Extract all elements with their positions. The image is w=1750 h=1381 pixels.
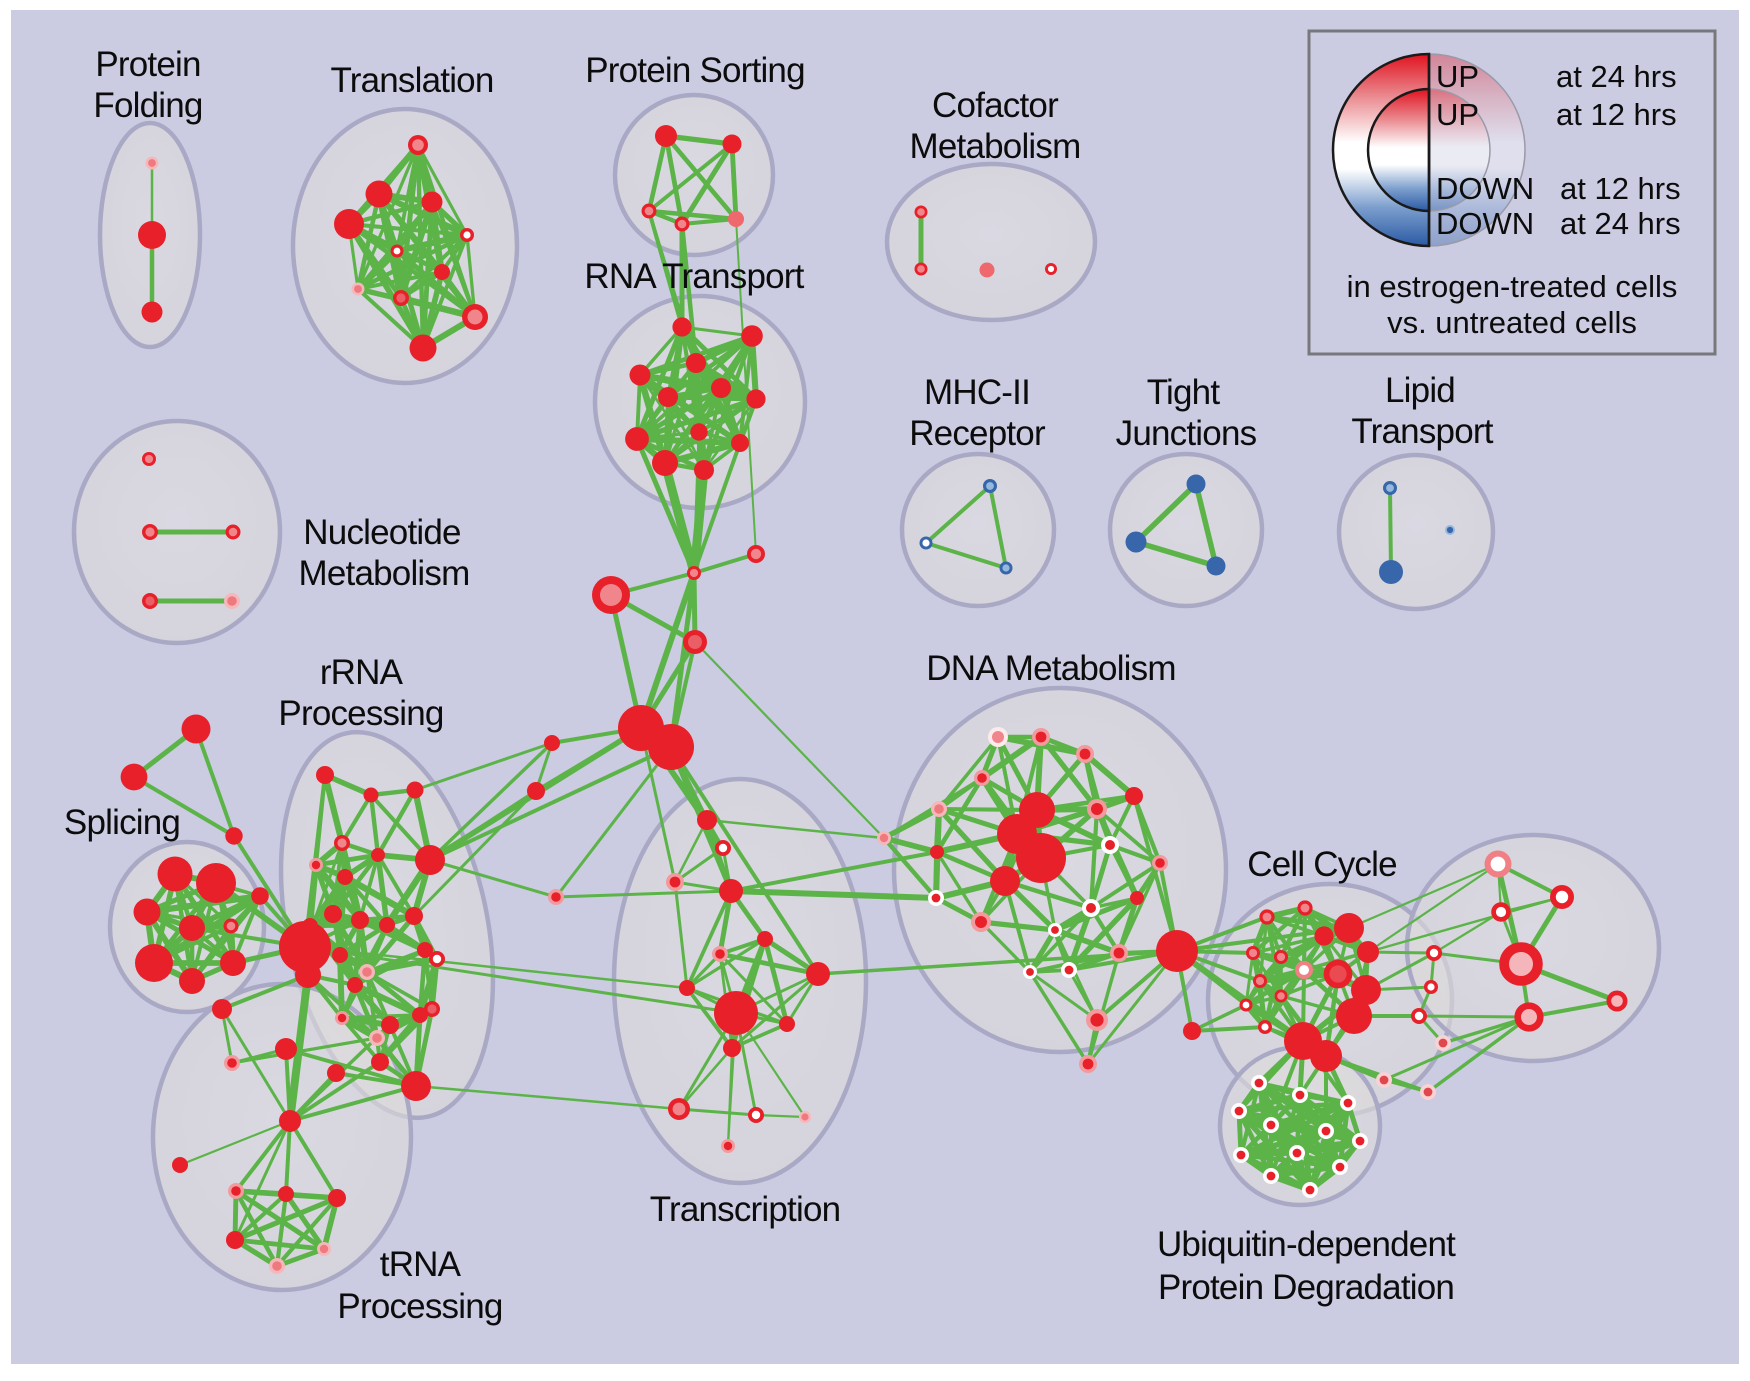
- svg-text:in estrogen-treated cells: in estrogen-treated cells: [1347, 269, 1678, 304]
- svg-text:tRNA: tRNA: [380, 1245, 462, 1284]
- svg-text:vs. untreated cells: vs. untreated cells: [1387, 305, 1637, 340]
- svg-text:RNA Transport: RNA Transport: [584, 257, 804, 296]
- svg-text:at 12 hrs: at 12 hrs: [1556, 97, 1677, 132]
- svg-text:Cofactor: Cofactor: [932, 86, 1059, 125]
- svg-text:UP: UP: [1436, 97, 1479, 132]
- svg-text:at 24 hrs: at 24 hrs: [1560, 206, 1681, 241]
- svg-text:DOWN: DOWN: [1436, 171, 1534, 206]
- svg-text:Receptor: Receptor: [909, 414, 1046, 453]
- svg-text:DNA Metabolism: DNA Metabolism: [926, 649, 1175, 688]
- svg-text:Transport: Transport: [1351, 412, 1493, 451]
- svg-text:rRNA: rRNA: [320, 653, 404, 692]
- svg-text:Protein: Protein: [95, 45, 200, 84]
- svg-text:Splicing: Splicing: [64, 803, 180, 842]
- svg-text:Tight: Tight: [1147, 373, 1221, 412]
- svg-text:Nucleotide: Nucleotide: [303, 513, 460, 552]
- svg-text:Junctions: Junctions: [1116, 414, 1257, 453]
- svg-text:Cell Cycle: Cell Cycle: [1247, 845, 1397, 884]
- svg-text:Ubiquitin-dependent: Ubiquitin-dependent: [1157, 1225, 1456, 1264]
- svg-text:Transcription: Transcription: [650, 1190, 841, 1229]
- svg-text:MHC-II: MHC-II: [924, 373, 1030, 412]
- svg-text:Folding: Folding: [93, 86, 202, 125]
- svg-text:at 12 hrs: at 12 hrs: [1560, 171, 1681, 206]
- svg-text:Processing: Processing: [337, 1287, 502, 1326]
- svg-text:at 24 hrs: at 24 hrs: [1556, 59, 1677, 94]
- svg-text:Metabolism: Metabolism: [910, 127, 1081, 166]
- svg-text:Processing: Processing: [278, 694, 443, 733]
- svg-text:Metabolism: Metabolism: [299, 554, 470, 593]
- svg-text:Translation: Translation: [330, 61, 493, 100]
- svg-text:Protein Sorting: Protein Sorting: [585, 51, 805, 90]
- svg-text:Lipid: Lipid: [1385, 371, 1455, 410]
- svg-text:UP: UP: [1436, 59, 1479, 94]
- svg-text:DOWN: DOWN: [1436, 206, 1534, 241]
- svg-text:Protein Degradation: Protein Degradation: [1158, 1268, 1454, 1307]
